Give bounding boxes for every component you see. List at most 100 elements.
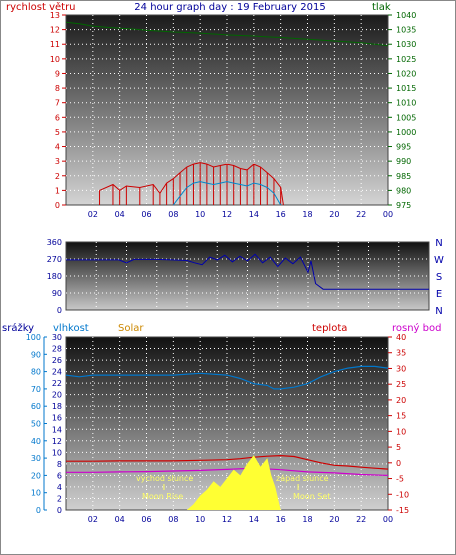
pressure-axis-label: tlak (372, 2, 391, 13)
y-tick-left: 1 (55, 186, 60, 195)
y-tick-temp: 35 (396, 349, 406, 358)
humidity-label: vlhkost (53, 323, 89, 334)
y-tick-humidity: 50 (31, 420, 41, 429)
y-tick-humidity: 100 (26, 333, 41, 342)
y-tick-humidity: 70 (31, 385, 41, 394)
rain-label: srážky (2, 322, 34, 334)
y-tick-left: 3 (55, 157, 60, 166)
y-tick-right: 1030 (396, 40, 416, 49)
y-tick-compass: N (435, 306, 442, 317)
y-tick-solar: 12 (52, 437, 62, 446)
y-tick-degree: 0 (57, 306, 62, 315)
x-tick: 00 (383, 210, 393, 219)
x-tick: 18 (302, 210, 312, 219)
moonrise-label: Moon Rise (142, 492, 183, 501)
x-tick: 02 (88, 515, 98, 524)
y-tick-right: 1040 (396, 11, 416, 20)
y-tick-left: 9 (55, 69, 60, 78)
grid-wind (66, 15, 388, 205)
y-tick-left: 11 (50, 40, 60, 49)
y-tick-temp: 10 (396, 427, 406, 436)
y-tick-right: 1015 (396, 84, 416, 93)
y-tick-solar: 0 (57, 506, 62, 515)
y-tick-left: 5 (55, 128, 60, 137)
grid-direction (66, 242, 429, 310)
y-tick-solar: 8 (57, 460, 62, 469)
y-tick-solar: 20 (52, 391, 62, 400)
x-tick: 18 (302, 515, 312, 524)
y-tick-humidity: 40 (31, 437, 41, 446)
wind-direction-line (66, 253, 429, 290)
y-tick-right: 990 (396, 157, 411, 166)
wind-axis-label: rychlost větru (6, 1, 76, 13)
y-tick-right: 1035 (396, 26, 416, 35)
dewpoint-label: rosný bod (392, 322, 441, 334)
temperature-label: teplota (312, 323, 347, 334)
pressure-line (65, 21, 389, 47)
y-tick-temp: -10 (396, 490, 409, 499)
y-tick-temp: -15 (396, 506, 409, 515)
y-ticks-humidity: 0 10 20 30 40 50 60 70 80 90 100 (26, 333, 47, 515)
chart-title: 24 hour graph day : 19 February 2015 (134, 2, 325, 13)
y-tick-right: 980 (396, 186, 411, 195)
series-wind (65, 21, 389, 206)
x-tick: 14 (249, 515, 259, 524)
y-tick-degree: 180 (47, 272, 62, 281)
sun-moon-annotations: východ slunce západ slunce Moon Rise Moo… (136, 474, 330, 501)
x-ticks-temperature: 02 04 06 08 10 12 14 16 18 20 22 00 (88, 515, 393, 524)
y-tick-humidity: 90 (31, 350, 41, 359)
y-tick-right: 995 (396, 143, 411, 152)
y-tick-compass: S (436, 272, 442, 283)
y-tick-right: 985 (396, 172, 411, 181)
y-tick-left: 13 (50, 11, 60, 20)
y-tick-temp: 0 (396, 459, 401, 468)
y-ticks-degrees: 0 90 180 270 360 (47, 238, 62, 315)
series-temperature (65, 365, 389, 510)
y-tick-compass: W (434, 255, 444, 266)
y-tick-solar: 24 (52, 368, 62, 377)
y-tick-left: 2 (55, 172, 60, 181)
x-tick: 04 (115, 210, 125, 219)
y-tick-temp: 25 (396, 380, 406, 389)
x-ticks-wind: 02 04 06 08 10 12 14 16 18 20 22 00 (88, 210, 393, 219)
y-tick-right: 1025 (396, 55, 416, 64)
y-tick-compass: E (436, 289, 442, 300)
x-tick: 22 (356, 515, 366, 524)
x-tick: 08 (168, 210, 178, 219)
y-tick-temp: -5 (396, 475, 404, 484)
y-tick-solar: 10 (52, 448, 62, 457)
x-tick: 04 (115, 515, 125, 524)
solar-area (186, 455, 281, 510)
solar-label: Solar (118, 323, 144, 334)
y-tick-solar: 2 (57, 494, 62, 503)
y-tick-solar: 18 (52, 402, 62, 411)
y-tick-humidity: 10 (31, 489, 41, 498)
y-tick-temp: 5 (396, 443, 401, 452)
x-tick: 06 (141, 515, 151, 524)
y-tick-left: 6 (55, 113, 60, 122)
y-ticks-temp: -15 -10 -5 0 5 10 15 20 25 30 35 40 (388, 333, 409, 515)
y-tick-degree: 360 (47, 238, 62, 247)
y-tick-degree: 90 (52, 289, 62, 298)
x-tick: 12 (222, 210, 232, 219)
x-tick: 16 (276, 210, 286, 219)
dewpoint-line (66, 467, 389, 476)
y-tick-compass: N (435, 238, 442, 249)
y-tick-humidity: 20 (31, 471, 41, 480)
humidity-line (65, 365, 389, 390)
sunrise-label: východ slunce (136, 474, 193, 483)
y-tick-right: 1020 (396, 69, 416, 78)
y-tick-solar: 28 (52, 345, 62, 354)
x-tick: 08 (168, 515, 178, 524)
moonset-label: Moon Set (293, 492, 330, 501)
x-tick: 06 (141, 210, 151, 219)
y-tick-humidity: 60 (31, 402, 41, 411)
y-tick-temp: 40 (396, 333, 406, 342)
x-tick: 20 (329, 515, 339, 524)
x-tick: 16 (276, 515, 286, 524)
y-tick-right: 1010 (396, 99, 416, 108)
